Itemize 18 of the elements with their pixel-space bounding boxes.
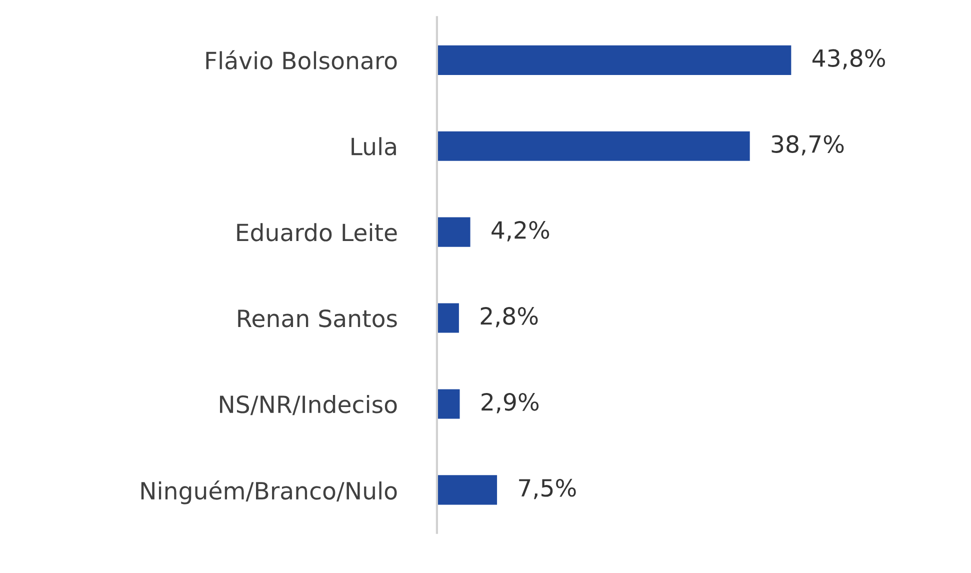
data-label: 43,8% <box>812 49 886 70</box>
data-label: 2,9% <box>482 392 539 414</box>
bar <box>436 216 472 248</box>
bar <box>436 44 793 76</box>
bar <box>436 388 462 420</box>
bar <box>436 130 752 162</box>
data-label: 38,7% <box>772 135 844 156</box>
data-label: 4,2% <box>492 221 550 242</box>
data-label: 7,5% <box>519 478 576 500</box>
bar <box>436 302 460 334</box>
y-tick-label: NS/NR/Indeciso <box>220 394 397 416</box>
y-tick-label: Flávio Bolsonaro <box>206 50 397 70</box>
data-label: 2,8% <box>480 307 538 328</box>
y-tick-label: Renan Santos <box>238 309 397 328</box>
y-tick-label: Lula <box>352 137 396 156</box>
bar <box>436 474 498 506</box>
y-tick-label: Eduardo Leite <box>237 223 397 242</box>
y-tick-label: Ninguém/Branco/Nulo <box>141 480 397 504</box>
